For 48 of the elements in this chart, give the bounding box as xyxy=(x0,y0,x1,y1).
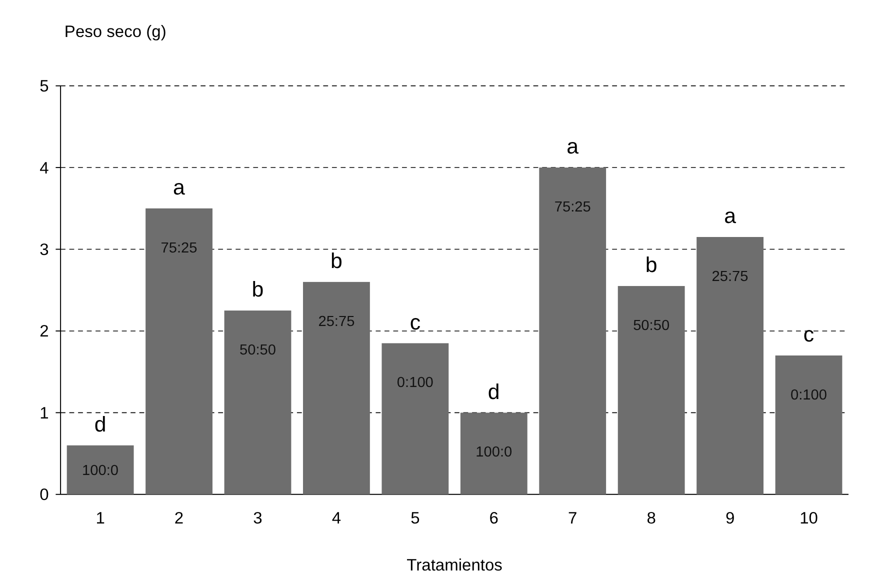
annotation: d xyxy=(488,380,500,404)
annotation: 75:25 xyxy=(554,200,591,216)
x-tick-label: 10 xyxy=(800,508,818,528)
annotation: 25:75 xyxy=(318,314,355,330)
y-tick-label: 5 xyxy=(40,76,49,96)
y-tick-label: 3 xyxy=(40,240,49,260)
annotation: d xyxy=(94,412,106,436)
x-tick-label: 3 xyxy=(253,508,262,528)
annotation: b xyxy=(645,253,658,278)
bar xyxy=(224,310,292,494)
y-tick-label: 4 xyxy=(40,158,49,178)
bar xyxy=(460,412,528,494)
annotation: b xyxy=(330,249,342,274)
annotation: 50:50 xyxy=(240,342,276,359)
annotation: 100:0 xyxy=(82,463,119,480)
annotation: 0:100 xyxy=(396,375,434,392)
bar xyxy=(618,286,685,494)
x-tick-label: 8 xyxy=(646,508,656,528)
annotation: a xyxy=(566,134,579,159)
y-tick-label: 1 xyxy=(40,403,49,422)
x-tick-label: 4 xyxy=(332,508,342,528)
annotation: c xyxy=(803,322,814,347)
x-tick-label: 6 xyxy=(489,508,498,528)
annotation: 100:0 xyxy=(476,444,512,461)
bar xyxy=(539,168,606,494)
annotation: 75:25 xyxy=(160,240,198,256)
bar xyxy=(146,208,212,494)
x-tick-label: 7 xyxy=(568,508,578,528)
x-tick-label: 5 xyxy=(410,508,420,528)
y-axis-title: Peso seco (g) xyxy=(64,22,166,42)
annotation: c xyxy=(410,310,421,334)
bar xyxy=(382,343,449,494)
bar xyxy=(775,355,842,494)
x-tick-label: 2 xyxy=(174,508,184,528)
bar xyxy=(303,282,370,494)
annotation: 25:75 xyxy=(712,269,748,286)
x-axis-title: Tratamientos xyxy=(406,555,502,574)
annotation: b xyxy=(252,278,264,302)
y-tick-label: 0 xyxy=(40,485,49,504)
x-tick-label: 9 xyxy=(725,508,735,528)
annotation: a xyxy=(724,204,736,228)
y-tick-label: 2 xyxy=(40,322,49,341)
annotation: a xyxy=(173,175,186,200)
annotation: 50:50 xyxy=(633,318,670,334)
x-tick-label: 1 xyxy=(96,508,105,528)
bar xyxy=(696,236,764,494)
annotation: 0:100 xyxy=(790,388,828,404)
bar xyxy=(66,445,134,494)
